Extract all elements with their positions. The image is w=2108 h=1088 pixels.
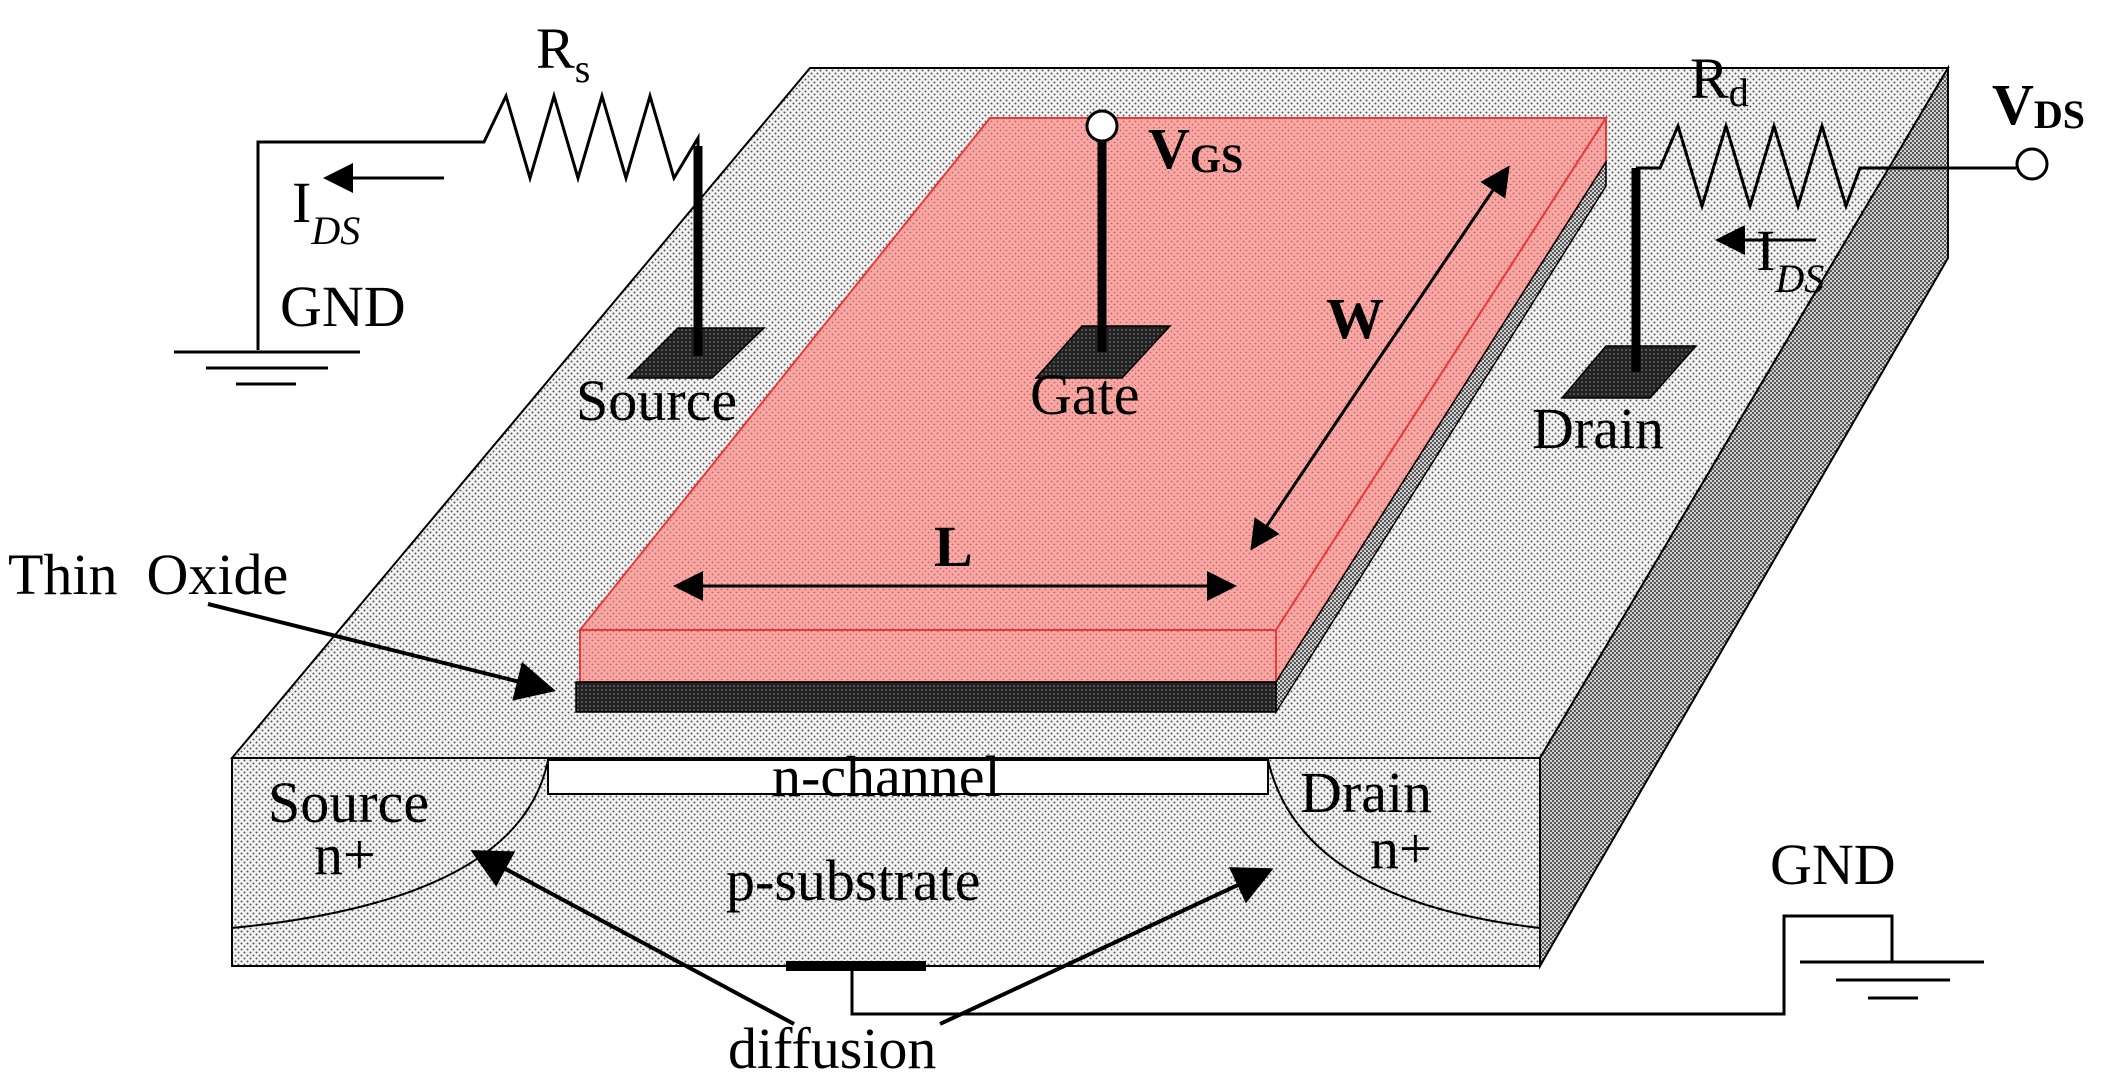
gate-contact-label: Gate	[1030, 362, 1140, 427]
width-label: W	[1326, 286, 1384, 351]
thin-oxide-pointer	[207, 602, 556, 701]
vgs-terminal	[1085, 109, 1119, 143]
body-ground-wire	[850, 914, 1894, 1016]
diffusion-label: diffusion	[728, 1016, 936, 1081]
drain-well-outline	[1267, 759, 1541, 929]
width-dimension-arrow-a	[1376, 165, 1510, 361]
rs-resistor	[256, 90, 700, 350]
ids-left-label: IDS	[292, 170, 360, 253]
substrate-label: p-substrate	[726, 848, 981, 913]
thin-oxide-layer	[575, 681, 1277, 713]
rs-label: Rs	[536, 16, 590, 91]
gnd-top-label: GND	[280, 274, 406, 339]
length-label: L	[934, 514, 973, 579]
vds-terminal	[2015, 147, 2049, 181]
drain-region-label: Drain	[1300, 760, 1432, 825]
drain-contact-label: Drain	[1532, 396, 1664, 461]
ids-right-label: IDS	[1756, 218, 1824, 301]
width-dimension-arrow-b	[1250, 359, 1380, 551]
source-doping-label: n+	[314, 822, 376, 887]
thin-oxide-label: Thin Oxide	[8, 542, 288, 607]
ground-symbol-bottom	[1800, 960, 1984, 1000]
ground-symbol-top	[174, 350, 360, 386]
gnd-bottom-label: GND	[1770, 832, 1896, 897]
diffusion-pointer-left	[470, 850, 795, 1026]
rd-resistor	[1636, 120, 2016, 212]
drain-doping-label: n+	[1370, 816, 1432, 881]
n-channel-label: n-channel	[772, 744, 1001, 809]
vgs-label: VGS	[1148, 116, 1243, 181]
rd-label: Rd	[1690, 46, 1749, 115]
diffusion-pointer-right	[939, 867, 1274, 1026]
source-well-outline	[231, 759, 549, 929]
n-channel-region	[547, 759, 1269, 795]
source-contact-label: Source	[576, 368, 737, 433]
source-region-label: Source	[268, 770, 429, 835]
vds-label: VDS	[1992, 72, 2085, 137]
drain-contact-pad	[1560, 345, 1698, 399]
gate-front-face	[579, 629, 1277, 683]
